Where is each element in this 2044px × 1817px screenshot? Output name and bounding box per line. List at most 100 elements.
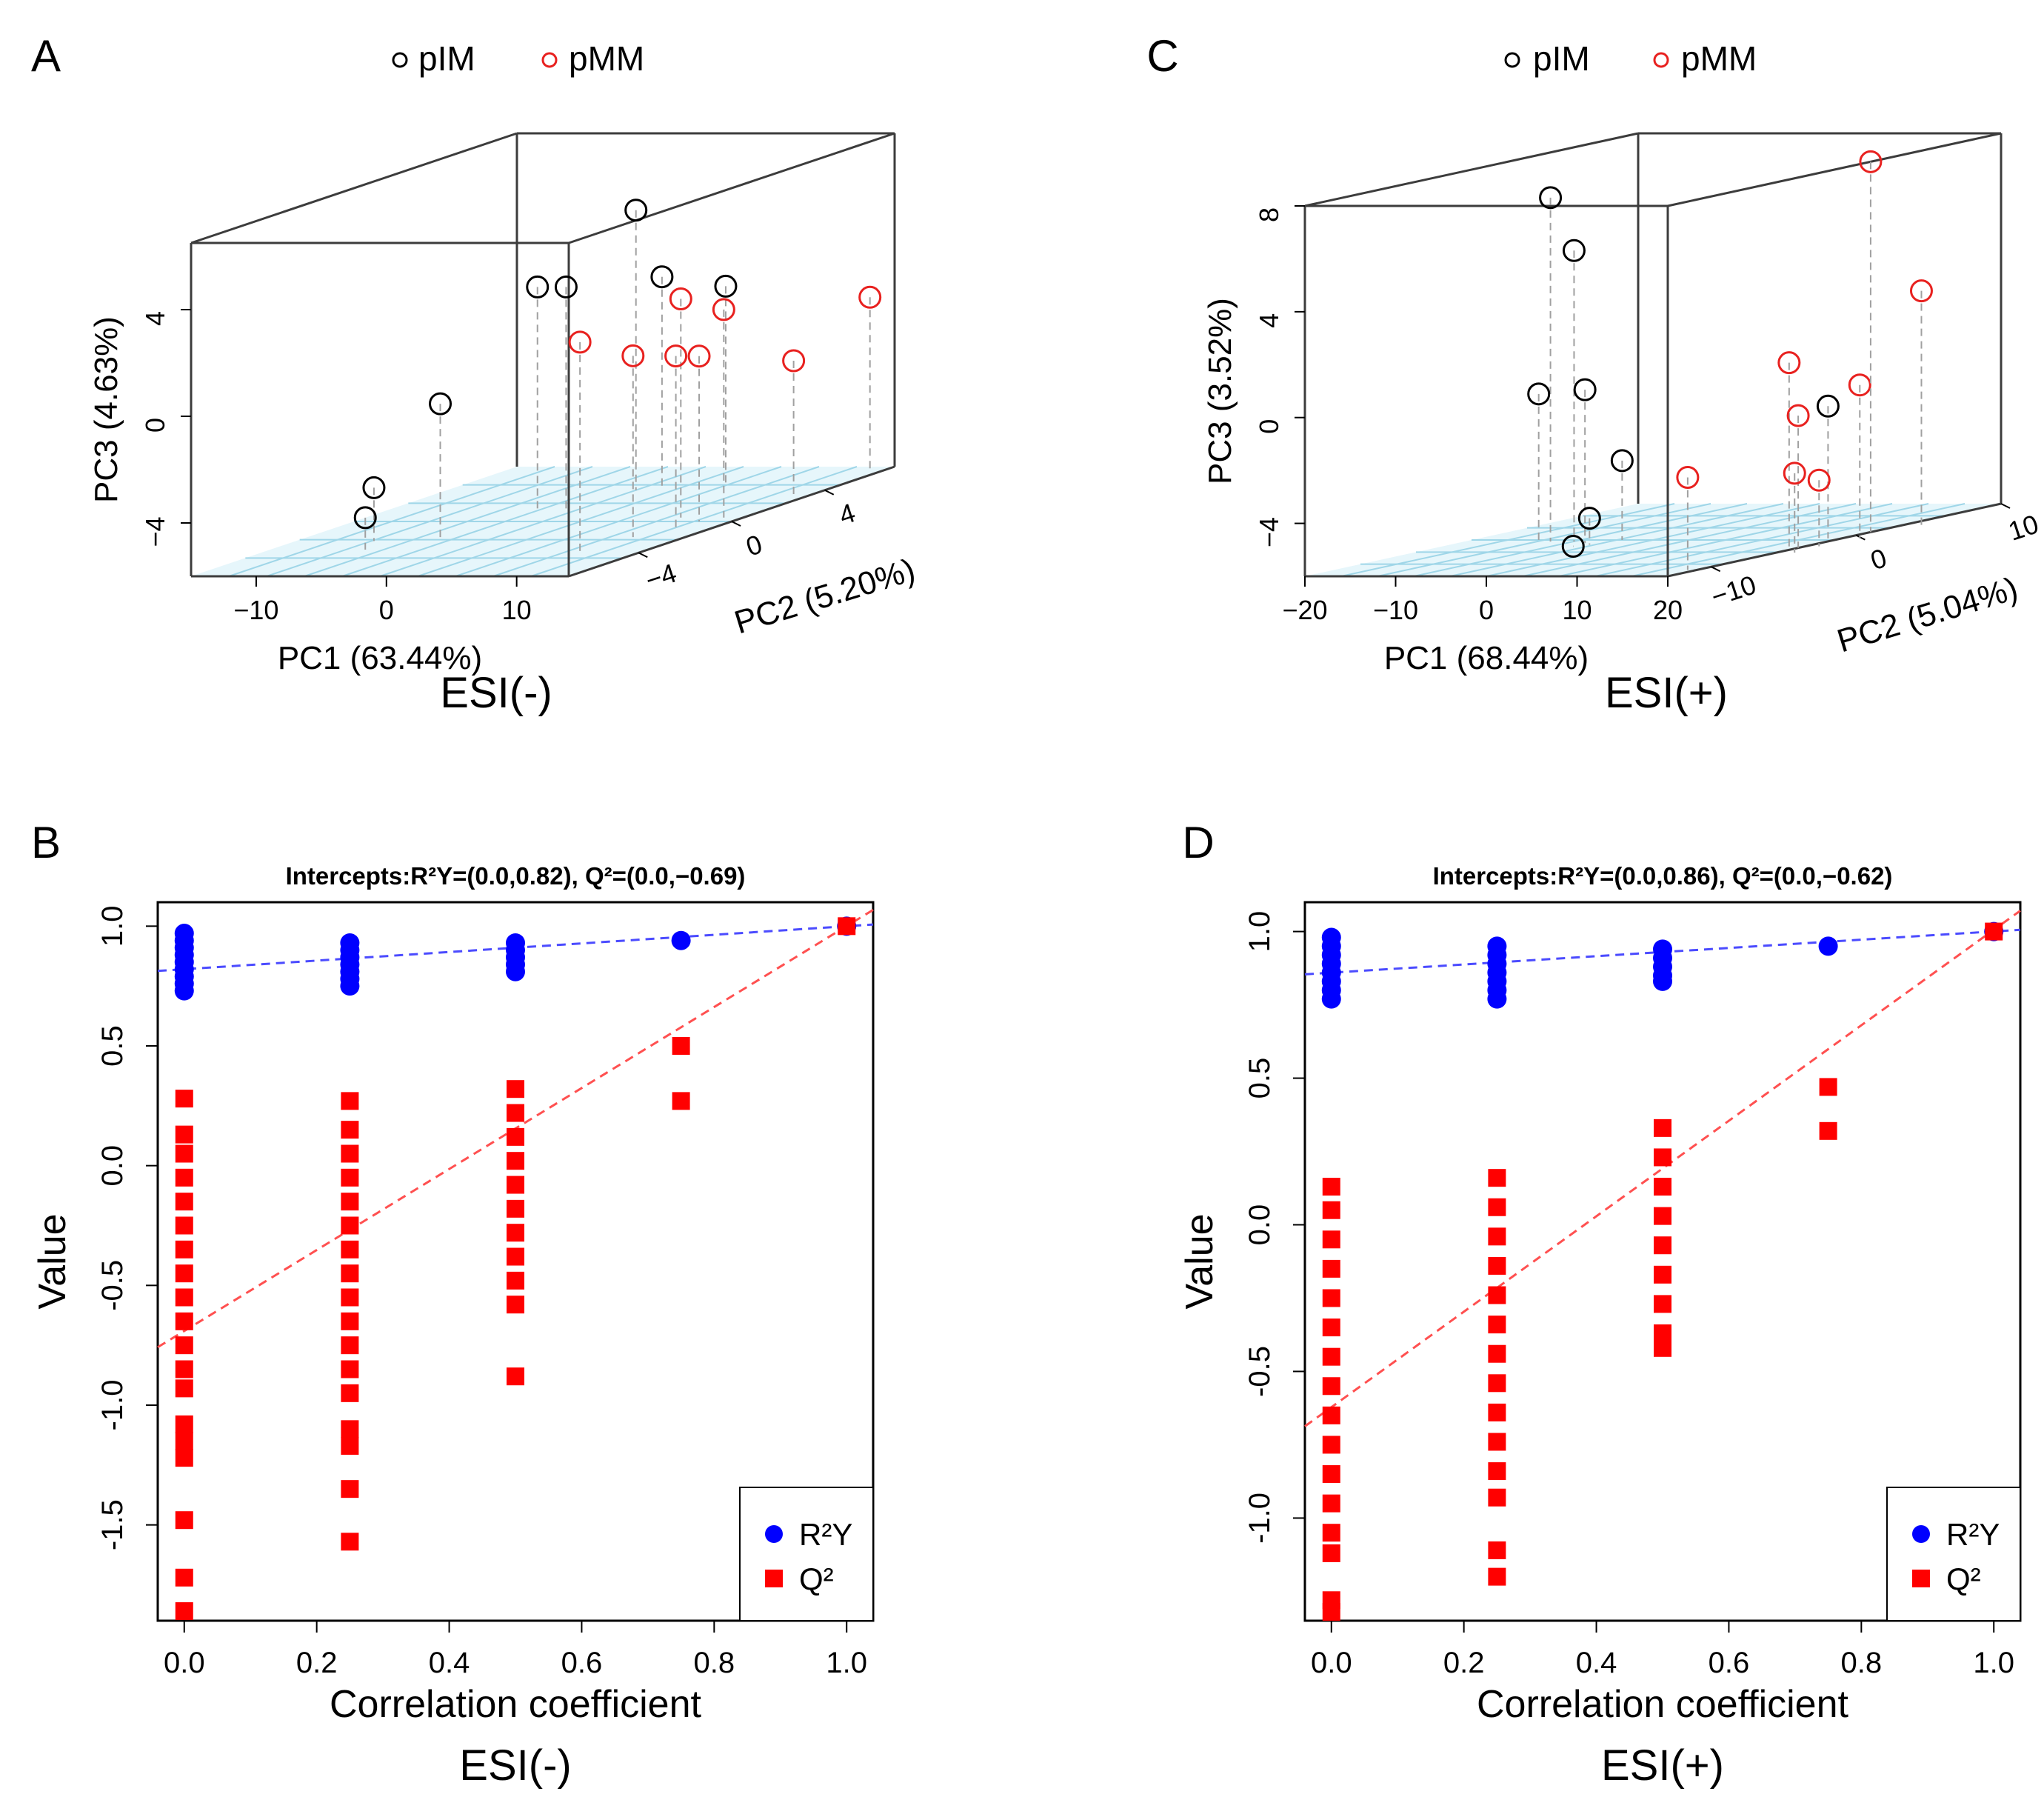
panel-b-q2-point — [341, 1121, 359, 1139]
panel-d-q2-point — [1654, 1178, 1671, 1196]
panel-b-r2y-point — [671, 930, 691, 950]
panel-b-q2-point — [175, 1336, 193, 1355]
panel-b-q2-point — [341, 1216, 359, 1235]
panel-c-z-tick-label: 4 — [1254, 313, 1284, 328]
panel-b-q2-point — [175, 1240, 193, 1258]
panel-c-point-pmm — [1807, 468, 1831, 492]
panel-b-y-axis-title: Value — [31, 1213, 74, 1309]
panel-d-legend-q2-marker — [1912, 1570, 1930, 1587]
panel-d-x-axis-title: Correlation coefficient — [1477, 1683, 1849, 1726]
panel-b-q2-point — [175, 1193, 193, 1211]
panel-b-q2-point — [507, 1247, 524, 1266]
panel-c-z-tick-label: −4 — [1254, 517, 1284, 547]
panel-a-x-tick-label: 0 — [379, 595, 394, 625]
panel-b-q2-point — [341, 1312, 359, 1330]
panel-d-q2-point — [1488, 1541, 1506, 1559]
panel-a-point-pim — [362, 476, 386, 499]
panel-c-point-pim — [1610, 449, 1634, 473]
panel-a-x-tick-label: 10 — [502, 595, 532, 625]
panel-d-q2-point — [1819, 1078, 1837, 1096]
panel-d-group: 0.0 0.2 0.4 0.6 0.8 1.0 -1.0 -0.5 0.0 0.5 1.0 R²Y Q²… — [1178, 818, 2022, 1790]
panel-b-y-tick-label: 0.0 — [96, 1145, 129, 1187]
panel-d-q2-point — [1488, 1198, 1506, 1216]
panel-b-q2-point — [175, 1511, 193, 1530]
panel-d-q2-point — [1322, 1465, 1340, 1484]
panel-a-point-pmm — [568, 330, 592, 354]
panel-a-y-tick — [824, 489, 835, 496]
panel-c-x-tick-label: 10 — [1562, 595, 1592, 625]
panel-d-q2-point — [1488, 1567, 1506, 1586]
panel-d-plot-frame — [1303, 901, 2022, 1622]
panel-a-z-tick-label: 4 — [140, 311, 170, 326]
panel-a-legend-pmm-label: pMM — [569, 39, 644, 78]
panel-c-x-axis-title: PC1 (68.44%) — [1384, 640, 1589, 676]
panel-b-q2-point — [341, 1336, 359, 1355]
panel-b-q2-point — [175, 1168, 193, 1187]
panel-c-legend-pim-marker — [1504, 52, 1520, 68]
panel-d-x-tick-label: 0.4 — [1576, 1647, 1617, 1679]
panel-a-box-edge — [568, 132, 895, 244]
panel-d-label: D — [1182, 818, 1214, 867]
panel-d-y-tick-label: 1.0 — [1243, 911, 1276, 953]
panel-b-q2-point — [507, 1152, 524, 1170]
panel-b-x-tick-label: 1.0 — [826, 1647, 867, 1679]
panel-a-z-axis-title: PC3 (4.63%) — [88, 316, 124, 503]
panel-b-legend-box — [739, 1487, 874, 1621]
panel-d-q2-point — [1488, 1286, 1506, 1304]
panel-d-r2y-point — [1321, 989, 1341, 1009]
panel-d-q2-point — [1488, 1316, 1506, 1334]
panel-d-legend-r2y-label: R²Y — [1946, 1517, 2000, 1552]
panel-d-q2-point — [1322, 1544, 1340, 1562]
panel-d-q2-point — [1654, 1207, 1671, 1225]
panel-b-q2-point — [175, 1432, 193, 1450]
panel-c-y-tick — [2000, 503, 2011, 509]
panel-a-y-tick-label: −4 — [642, 558, 681, 596]
panel-b-y-tick-label: 0.5 — [96, 1025, 129, 1067]
panel-c-y-tick — [1711, 566, 1721, 573]
panel-c-point-pmm — [1783, 461, 1806, 485]
panel-d-q2-point — [1488, 1344, 1506, 1363]
panel-a-y-tick-label: 0 — [742, 529, 766, 562]
panel-b-subtitle: ESI(-) — [459, 1741, 571, 1790]
panel-c-label: C — [1146, 31, 1178, 81]
panel-d-q2-point — [1322, 1524, 1340, 1542]
panel-a-x-axis-title: PC1 (63.44%) — [278, 640, 482, 676]
panel-b-legend-q2-label: Q² — [799, 1561, 834, 1596]
panel-c-subtitle: ESI(+) — [1605, 669, 1728, 717]
panel-d-legend-q2-label: Q² — [1946, 1561, 1981, 1596]
panel-b-title: Intercepts:R²Y=(0.0,0.82), Q²=(0.0,−0.69… — [286, 862, 746, 890]
panel-d-subtitle: ESI(+) — [1601, 1741, 1724, 1790]
panel-d-q2-point — [1322, 1436, 1340, 1454]
panel-d-x-tick-label: 0.6 — [1709, 1647, 1750, 1679]
panel-c-legend-pmm-marker — [1653, 52, 1669, 68]
panel-b-y-tick-label: -0.5 — [96, 1260, 129, 1311]
panel-c-point-pim — [1539, 186, 1563, 210]
panel-d-q2-point — [1322, 1603, 1340, 1621]
panel-b-q2-point — [175, 1312, 193, 1330]
panel-d-q2-point — [1488, 1403, 1506, 1421]
panel-b-label: B — [31, 818, 61, 867]
panel-d-y-axis-title: Value — [1178, 1213, 1221, 1309]
panel-b-y-tick-label: 1.0 — [96, 906, 129, 947]
panel-d-q2-point — [1322, 1406, 1340, 1424]
panel-d-r2y-point — [1653, 971, 1672, 991]
panel-c-box-edge — [1304, 132, 1639, 207]
panel-c-point-pmm — [1676, 465, 1700, 489]
panel-c-point-pmm — [1848, 373, 1871, 397]
panel-d-title: Intercepts:R²Y=(0.0,0.86), Q²=(0.0,−0.62… — [1433, 862, 1893, 890]
panel-d-q2-point — [1654, 1265, 1671, 1284]
panel-d-y-tick-label: 0.5 — [1243, 1058, 1276, 1099]
panel-c-point-pmm — [1777, 351, 1801, 375]
panel-d-q2-point — [1322, 1377, 1340, 1396]
panel-c-y-tick-label: −10 — [1707, 569, 1760, 612]
panel-b-r2y-point — [340, 976, 360, 996]
panel-d-q2-point — [1322, 1201, 1340, 1219]
panel-a-legend-pim-marker — [392, 52, 408, 68]
panel-a-point-pmm — [858, 285, 882, 309]
panel-c-group: −20 −10 0 10 20 −10 0 10 −4 0 4 8 PC1 (68.44%) PC2 (5… — [1146, 31, 2042, 717]
panel-b-y-tick-label: -1.5 — [96, 1499, 129, 1550]
panel-b-q2-point — [341, 1092, 359, 1110]
panel-a-y-tick-label: 4 — [835, 497, 859, 530]
panel-d-q2-point — [1322, 1289, 1340, 1307]
panel-b-legend-r2y-marker — [765, 1525, 783, 1543]
